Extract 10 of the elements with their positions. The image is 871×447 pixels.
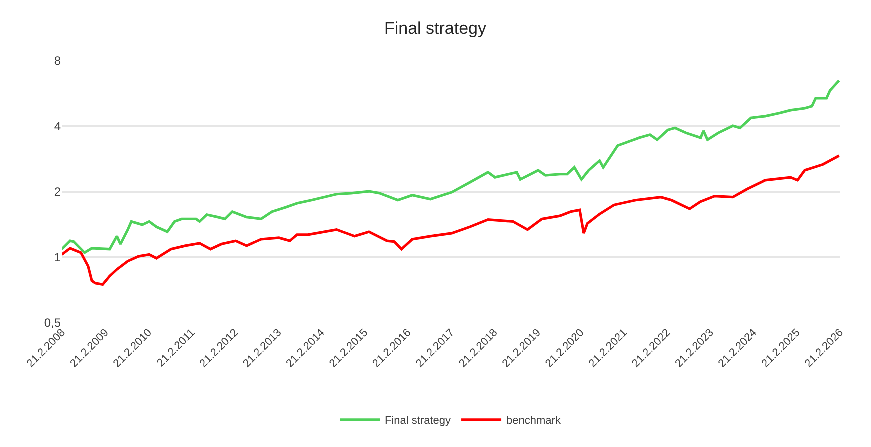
y-tick-label: 1: [54, 250, 62, 265]
y-tick-label: 4: [54, 120, 62, 134]
line-series: [62, 154, 840, 286]
y-tick-label: 0,5: [44, 316, 62, 330]
y-tick-label: 2: [54, 185, 62, 200]
legend-label: benchmark: [506, 415, 562, 428]
y-tick-label: 8: [54, 54, 62, 68]
line-series: [62, 79, 840, 254]
chart-title: Final strategy: [384, 18, 488, 38]
legend-label: Final strategy: [385, 415, 452, 428]
